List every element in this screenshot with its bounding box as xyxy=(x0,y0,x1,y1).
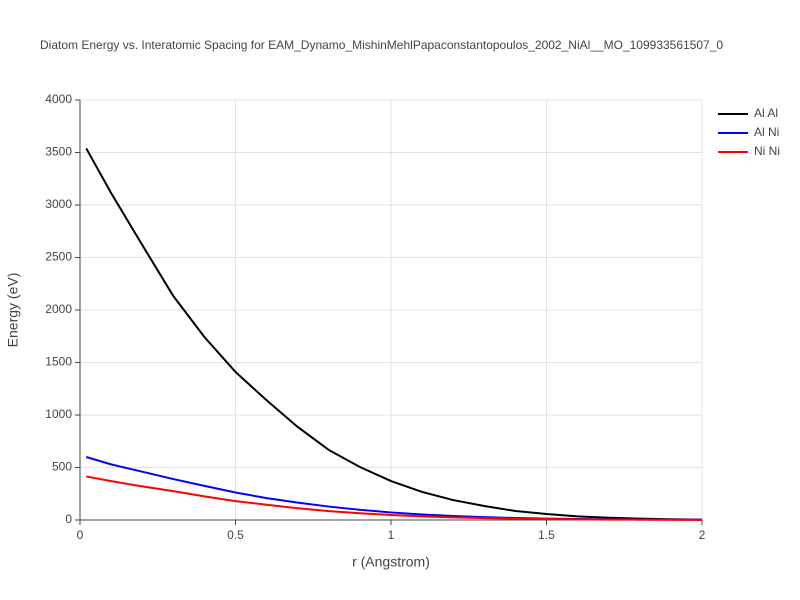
y-tick-label: 1500 xyxy=(45,355,72,369)
legend-label: Al Ni xyxy=(754,125,779,139)
chart-title: Diatom Energy vs. Interatomic Spacing fo… xyxy=(40,38,723,52)
x-axis-title: r (Angstrom) xyxy=(352,554,430,570)
line-series xyxy=(85,456,703,521)
y-tick-label: 2500 xyxy=(45,250,72,264)
y-tick-label: 3000 xyxy=(45,197,72,211)
x-tick-label: 1.5 xyxy=(538,528,555,542)
x-tick-label: 0.5 xyxy=(227,528,244,542)
y-tick-label: 1000 xyxy=(45,407,72,421)
y-tick-label: 4000 xyxy=(45,92,72,106)
x-tick-label: 1 xyxy=(388,528,395,542)
line-series xyxy=(86,475,703,521)
x-tick-label: 2 xyxy=(699,528,706,542)
y-axis-title: Energy (eV) xyxy=(5,273,21,348)
x-tick-label: 0 xyxy=(77,528,84,542)
legend-label: Al Al xyxy=(754,106,778,120)
y-tick-label: 3500 xyxy=(45,145,72,159)
y-tick-label: 0 xyxy=(65,512,72,526)
y-tick-label: 2000 xyxy=(45,302,72,316)
line-series xyxy=(85,147,703,521)
y-tick-label: 500 xyxy=(52,460,72,474)
legend-label: Ni Ni xyxy=(754,144,780,158)
